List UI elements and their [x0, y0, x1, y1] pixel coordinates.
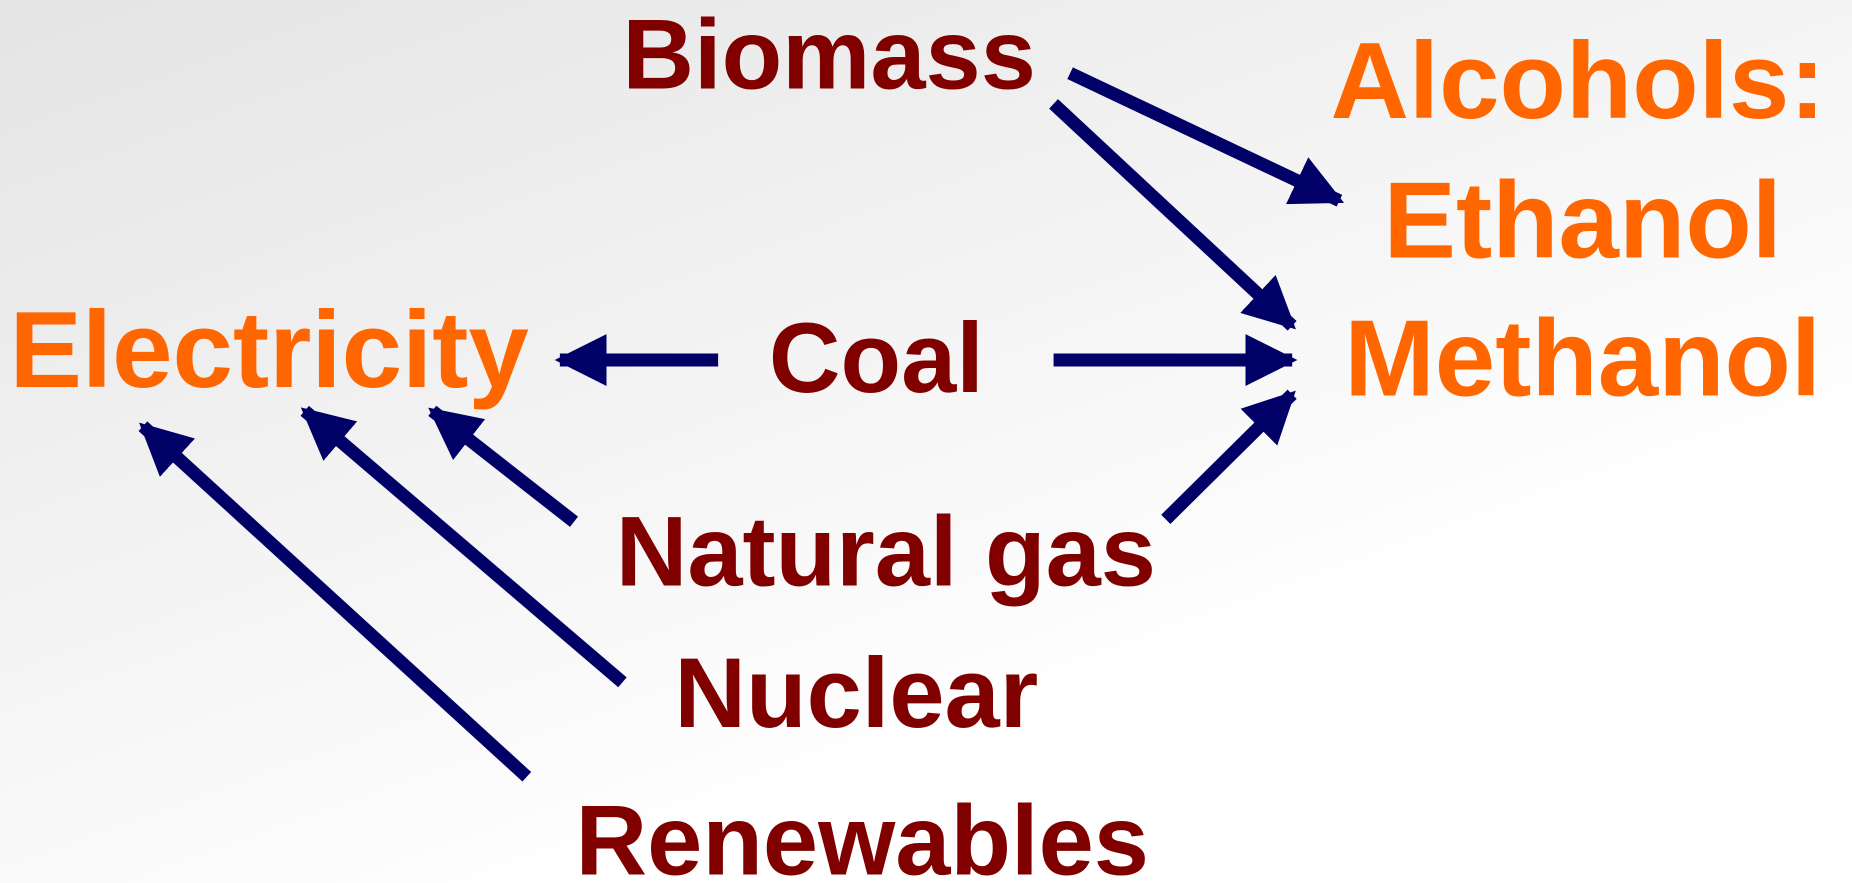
product-label: Methanol	[1344, 298, 1821, 419]
product-label: Electricity	[9, 290, 528, 411]
source-label: Biomass	[622, 0, 1036, 111]
product-label: Alcohols:	[1330, 21, 1825, 142]
source-label: Coal	[769, 303, 984, 414]
arrow	[300, 405, 627, 688]
arrow	[1067, 67, 1345, 207]
arrow	[1049, 99, 1297, 331]
source-label: Nuclear	[674, 638, 1038, 749]
source-label: Renewables	[576, 786, 1149, 883]
arrows	[138, 67, 1345, 782]
arrow	[428, 405, 579, 527]
arrow	[138, 421, 532, 782]
product-label: Ethanol	[1384, 160, 1782, 281]
arrow	[1161, 389, 1297, 525]
source-label: Natural gas	[616, 497, 1156, 608]
